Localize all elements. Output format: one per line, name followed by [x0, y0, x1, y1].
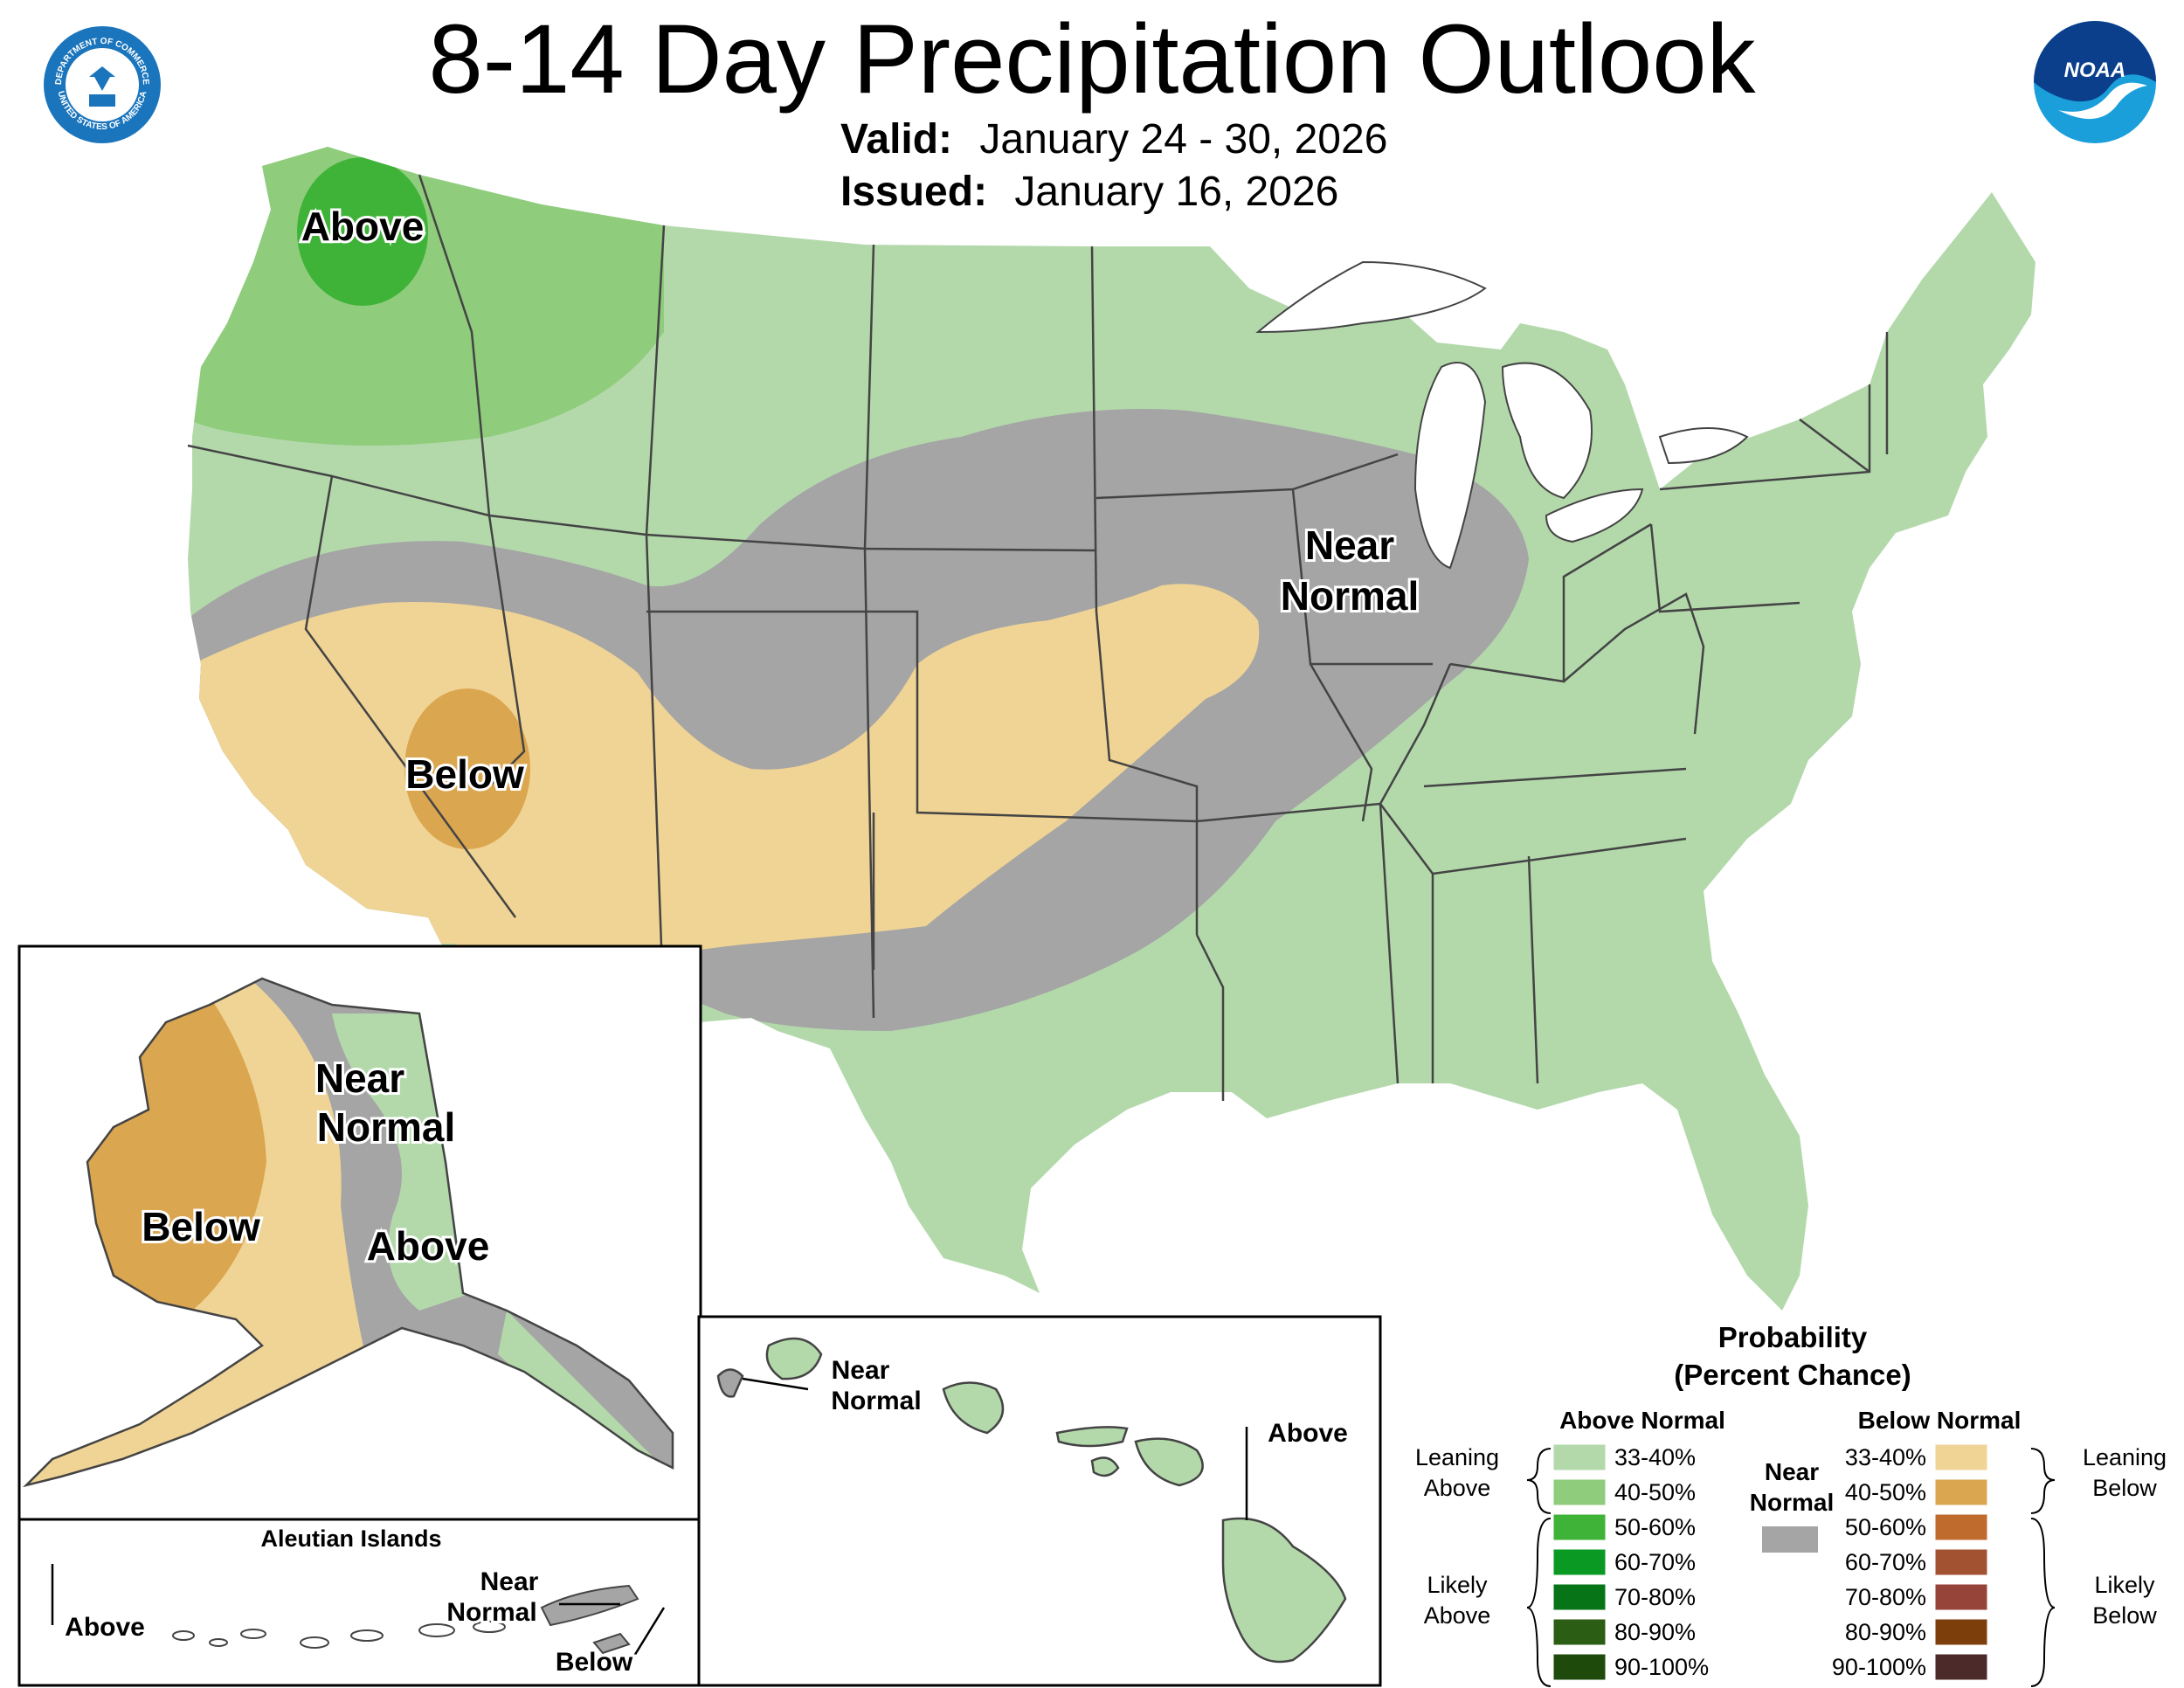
legend-below-header: Below Normal: [1858, 1407, 2022, 1434]
alaska-above-label: Above: [367, 1223, 490, 1269]
below-swatch-1: [1934, 1478, 1988, 1506]
noaa-logo: NOAA: [2034, 21, 2156, 143]
conus-near-label-2: Normal: [1281, 573, 1419, 619]
below-swatch-3: [1934, 1548, 1988, 1576]
above-swatch-2: [1552, 1513, 1607, 1541]
alaska-near-label-2: Normal: [317, 1104, 455, 1150]
hawaii-above-label: Above: [1268, 1419, 1348, 1448]
above-swatch-5: [1552, 1618, 1607, 1646]
likely-below-label-2: Below: [2092, 1602, 2157, 1629]
map-title: 8-14 Day Precipitation Outlook: [428, 4, 1756, 114]
above-range-label-3: 60-70%: [1614, 1549, 1696, 1575]
conus-near-label-1: Near: [1305, 522, 1394, 568]
above-50-60-region: [297, 157, 428, 306]
likely-above-label-1: Likely: [1427, 1572, 1488, 1598]
above-swatch-1: [1552, 1478, 1607, 1506]
leaning-above-label-2: Above: [1424, 1475, 1491, 1501]
issued-label: Issued:: [840, 169, 988, 215]
alaska-near-label-1: Near: [315, 1055, 404, 1101]
below-range-label-3: 60-70%: [1845, 1549, 1926, 1575]
valid-date: January 24 - 30, 2026: [979, 116, 1388, 163]
below-33-40-region: [188, 584, 1260, 970]
aleutian-title: Aleutian Islands: [260, 1525, 441, 1552]
legend-title-1: Probability: [1718, 1321, 1868, 1353]
above-swatch-3: [1552, 1548, 1607, 1576]
below-range-label-0: 33-40%: [1845, 1444, 1926, 1470]
above-range-label-5: 80-90%: [1614, 1619, 1696, 1645]
aleutian-near-label-2: Normal: [446, 1598, 536, 1627]
conus-below-label: Below: [405, 751, 524, 797]
below-swatch-5: [1934, 1618, 1988, 1646]
aleutian-above-label: Above: [65, 1613, 145, 1642]
below-swatch-4: [1934, 1583, 1988, 1611]
below-range-label-5: 80-90%: [1845, 1619, 1926, 1645]
above-range-label-6: 90-100%: [1614, 1654, 1709, 1680]
above-range-label-4: 70-80%: [1614, 1584, 1696, 1610]
legend-above-header: Above Normal: [1559, 1407, 1725, 1434]
above-range-label-2: 50-60%: [1614, 1514, 1696, 1540]
aleutian-near-label-1: Near: [480, 1567, 539, 1596]
doc-seal-logo: DEPARTMENT OF COMMERCE UNITED STATES OF …: [44, 26, 161, 143]
probability-legend: Probability (Percent Chance) Above Norma…: [1415, 1321, 2167, 1687]
aleutian-below-label: Below: [556, 1648, 633, 1677]
legend-title-2: (Percent Chance): [1674, 1359, 1911, 1391]
below-swatch-0: [1934, 1443, 1988, 1471]
issued-line: Issued: January 16, 2026: [840, 166, 1338, 218]
below-range-label-6: 90-100%: [1832, 1654, 1926, 1680]
below-range-label-1: 40-50%: [1845, 1479, 1926, 1505]
above-swatch-6: [1552, 1653, 1607, 1681]
noaa-logo-text: NOAA: [2064, 59, 2126, 82]
leaning-below-label-2: Below: [2092, 1475, 2157, 1501]
likely-below-label-1: Likely: [2094, 1572, 2155, 1598]
legend-near-swatch: [1762, 1526, 1818, 1553]
valid-label: Valid:: [840, 116, 953, 163]
likely-above-label-2: Above: [1424, 1602, 1491, 1629]
leaning-below-label-1: Leaning: [2083, 1444, 2167, 1470]
legend-near-label-1: Near: [1765, 1458, 1819, 1485]
legend-near-label-2: Normal: [1750, 1489, 1834, 1516]
below-swatch-2: [1934, 1513, 1988, 1541]
hawaii-near-label-1: Near: [832, 1356, 890, 1385]
above-range-label-1: 40-50%: [1614, 1479, 1696, 1505]
above-range-label-0: 33-40%: [1614, 1444, 1696, 1470]
above-swatch-0: [1552, 1443, 1607, 1471]
valid-line: Valid: January 24 - 30, 2026: [840, 114, 1387, 166]
issued-date: January 16, 2026: [1014, 169, 1339, 215]
below-range-label-2: 50-60%: [1845, 1514, 1926, 1540]
leaning-above-label-1: Leaning: [1415, 1444, 1499, 1470]
great-lakes: [1255, 260, 1749, 570]
conus-above-label: Above: [301, 204, 425, 249]
hawaii-near-label-2: Normal: [831, 1387, 921, 1415]
above-swatch-4: [1552, 1583, 1607, 1611]
alaska-outline: [22, 977, 674, 1488]
state-boundaries: [187, 174, 1889, 1101]
alaska-below-label: Below: [142, 1204, 260, 1249]
below-range-label-4: 70-80%: [1845, 1584, 1926, 1610]
below-swatch-6: [1934, 1653, 1988, 1681]
